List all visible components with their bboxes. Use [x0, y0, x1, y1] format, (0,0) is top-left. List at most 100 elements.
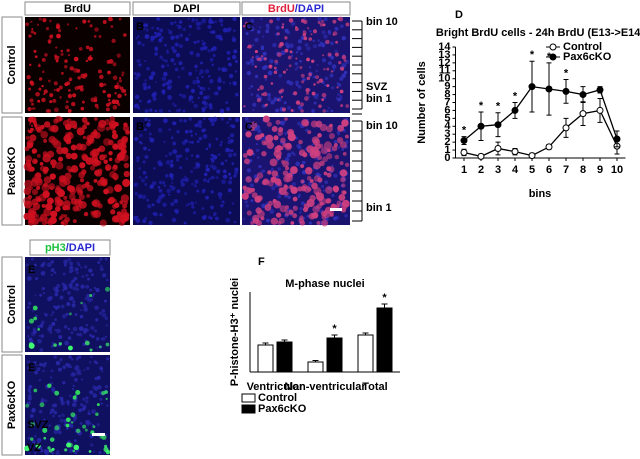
cell [60, 221, 65, 225]
cell [339, 94, 342, 98]
y-tick-label: 6 [444, 104, 450, 116]
cell [214, 216, 219, 221]
cell [38, 193, 47, 202]
cell [106, 357, 110, 361]
cell [335, 40, 338, 44]
cell [43, 138, 48, 143]
cell [60, 49, 64, 53]
cell [287, 128, 295, 136]
cell [35, 314, 38, 318]
cell [82, 404, 87, 409]
cell [136, 159, 140, 163]
panel-label: B [136, 21, 144, 33]
cell [330, 55, 334, 60]
cell [157, 127, 163, 133]
cell [76, 271, 79, 274]
cell [200, 47, 204, 51]
cell [154, 80, 157, 83]
cell [174, 42, 179, 47]
point [528, 152, 536, 160]
cell [118, 79, 123, 83]
cell [65, 152, 72, 160]
cell [60, 304, 65, 309]
cell [288, 18, 294, 23]
cell [317, 155, 323, 161]
cell [28, 451, 31, 455]
cell [220, 23, 224, 27]
cell [104, 316, 108, 320]
cell [89, 288, 93, 292]
cell [337, 92, 340, 96]
cell [101, 273, 107, 278]
cell [83, 307, 88, 312]
cell [92, 209, 102, 219]
cell [53, 140, 62, 149]
cell [261, 169, 266, 173]
cell [72, 384, 75, 387]
cell [68, 355, 72, 359]
cell [68, 345, 73, 351]
cell [222, 169, 227, 174]
cell [85, 273, 89, 277]
cell [56, 33, 61, 39]
header-part: BrdU [268, 3, 295, 15]
cell [265, 23, 270, 28]
cell [153, 167, 156, 170]
cell [196, 79, 200, 83]
cell [321, 98, 325, 102]
cell [172, 141, 177, 146]
cell [118, 17, 122, 21]
panel-header: DAPI [173, 3, 199, 15]
cell [55, 115, 62, 123]
cell [65, 423, 70, 428]
cell [207, 49, 211, 53]
cell [50, 260, 54, 264]
cell [184, 147, 190, 153]
cell [48, 92, 54, 98]
cell [99, 219, 107, 227]
cell [284, 209, 288, 213]
scale-bar [330, 208, 342, 211]
cell [170, 202, 175, 207]
cell [30, 331, 36, 337]
cell [288, 209, 294, 215]
cell [111, 133, 119, 140]
cell [231, 202, 235, 205]
cell [316, 80, 320, 84]
cell [228, 172, 231, 176]
cell [33, 361, 37, 365]
cell [292, 205, 298, 211]
cell [195, 18, 198, 22]
cell [166, 188, 171, 194]
cell [41, 261, 46, 266]
cell [164, 43, 168, 47]
cell [105, 449, 111, 455]
cell [334, 52, 339, 57]
cell [210, 153, 214, 157]
cell [94, 117, 98, 121]
cell [53, 343, 57, 347]
cell [287, 105, 291, 110]
cell [285, 212, 290, 217]
cell [76, 261, 80, 266]
cell [339, 161, 344, 166]
cell [283, 175, 291, 183]
cell [60, 52, 64, 56]
cell [269, 209, 275, 214]
cell [341, 119, 349, 127]
cell [72, 449, 76, 453]
cell [306, 91, 309, 95]
cell [267, 70, 273, 76]
cell [42, 418, 46, 422]
cell [63, 263, 67, 267]
cell [99, 74, 104, 80]
cell [101, 180, 107, 186]
point [562, 124, 570, 132]
cell [148, 119, 151, 122]
cell [254, 134, 261, 141]
cell [73, 378, 78, 382]
cell [183, 119, 187, 123]
cell [276, 144, 282, 151]
cell [85, 45, 90, 50]
cell [49, 437, 55, 442]
